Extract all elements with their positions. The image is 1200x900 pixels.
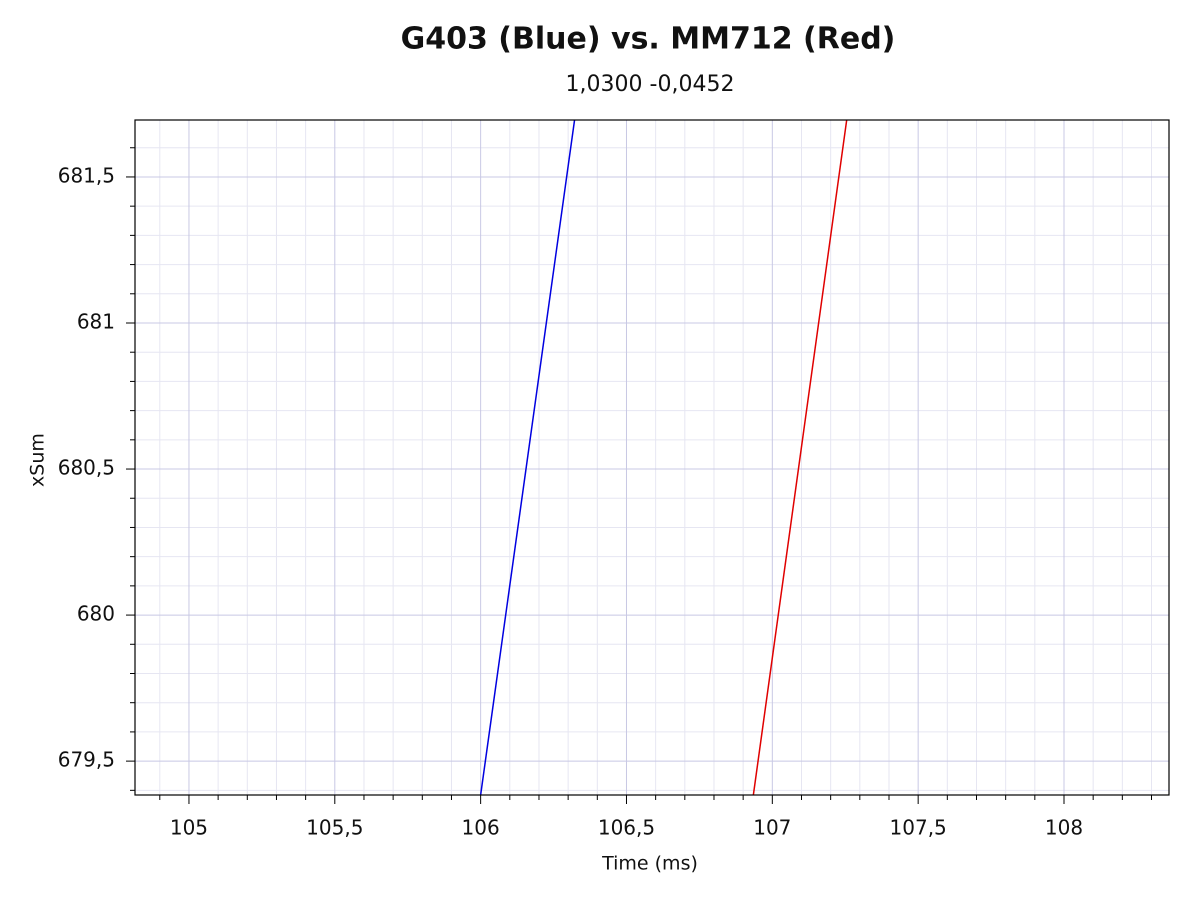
y-tick-label: 680 xyxy=(77,602,115,626)
y-axis-label: xSum xyxy=(27,433,49,487)
y-tick-label: 679,5 xyxy=(58,748,115,772)
y-tick-label: 680,5 xyxy=(58,456,115,480)
series-line xyxy=(479,120,576,795)
plot-frame xyxy=(134,119,1170,796)
x-tick-label: 105,5 xyxy=(306,816,363,840)
x-tick-label: 107 xyxy=(753,816,791,840)
x-tick-label: 105 xyxy=(170,816,208,840)
x-tick-label: 106,5 xyxy=(598,816,655,840)
y-tick-label: 681 xyxy=(77,309,115,333)
chart-title: G403 (Blue) vs. MM712 (Red) xyxy=(401,22,896,57)
series-line xyxy=(752,120,848,795)
x-axis-label: Time (ms) xyxy=(601,853,698,875)
y-tick-label: 681,5 xyxy=(58,163,115,187)
chart-subtitle: 1,0300 -0,0452 xyxy=(566,72,735,97)
x-tick-label: 107,5 xyxy=(890,816,947,840)
x-tick-label: 108 xyxy=(1045,816,1083,840)
x-tick-label: 106 xyxy=(462,816,500,840)
